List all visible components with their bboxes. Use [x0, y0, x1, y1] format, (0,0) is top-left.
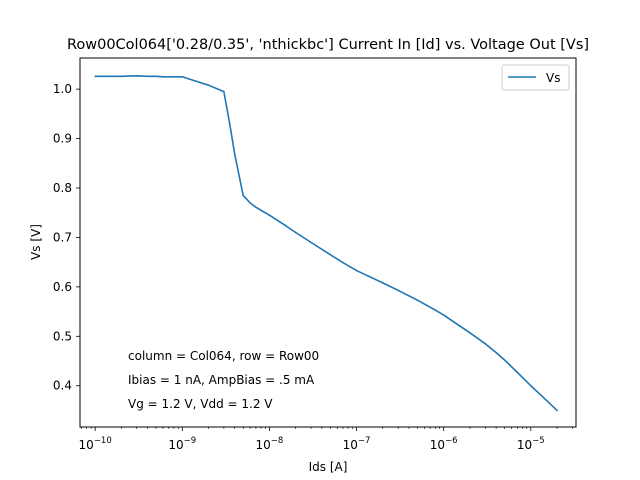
data-point	[173, 75, 175, 78]
annotation-layer: column = Col064, row = Row00 Ibias = 1 nA…	[128, 349, 319, 411]
legend-label-vs: Vs	[546, 71, 560, 85]
plot-frame	[79, 57, 577, 428]
y-tick-label: 0.6	[53, 280, 72, 294]
x-tick-label: 10−6	[430, 436, 458, 452]
data-point	[260, 209, 262, 212]
data-point	[442, 314, 445, 316]
annotation-line: column = Col064, row = Row00	[128, 349, 319, 363]
data-point	[94, 75, 96, 78]
data-point	[434, 309, 437, 311]
y-tick-label: 0.7	[53, 230, 72, 244]
data-point	[223, 90, 225, 93]
data-point	[283, 224, 286, 226]
data-point	[503, 359, 506, 361]
data-point	[310, 241, 312, 244]
data-point	[342, 261, 344, 264]
data-point	[458, 324, 460, 327]
legend: Vs	[501, 64, 570, 91]
data-point	[516, 371, 519, 374]
y-tick-label: 1.0	[53, 82, 72, 96]
data-point	[556, 409, 558, 412]
data-point	[294, 231, 297, 234]
x-tick-label: 10−5	[517, 436, 545, 452]
data-point	[329, 253, 332, 256]
annotation-line: Ibias = 1 nA, AmpBias = .5 mA	[128, 373, 315, 387]
data-point	[469, 332, 471, 334]
data-point	[495, 351, 497, 354]
x-tick-label: 10−9	[168, 436, 196, 452]
data-point	[416, 299, 419, 302]
data-point	[155, 75, 157, 78]
data-point	[135, 75, 138, 77]
data-point	[381, 282, 384, 284]
y-tick-label: 0.5	[53, 329, 72, 343]
x-axis-label: Ids [A]	[309, 460, 348, 474]
x-tick-label: 10−7	[343, 436, 371, 452]
data-point	[545, 399, 547, 401]
chart-title: Row00Col064['0.28/0.35', 'nthickbc'] Cur…	[67, 37, 589, 53]
x-tick-label: 10−10	[79, 436, 112, 452]
data-layer	[94, 75, 558, 412]
data-point	[530, 384, 532, 387]
data-point	[167, 75, 170, 78]
data-point	[255, 206, 257, 209]
data-point	[181, 75, 184, 78]
data-point	[249, 202, 251, 204]
data-point	[196, 80, 199, 83]
data-point	[120, 75, 123, 78]
y-tick-label: 0.8	[53, 181, 72, 195]
data-point	[355, 269, 358, 272]
data-point	[233, 153, 236, 156]
data-point	[242, 194, 244, 197]
y-axis-label: Vs [V]	[29, 224, 43, 260]
data-point	[397, 289, 399, 292]
series-line-0	[95, 75, 558, 412]
data-point	[109, 75, 112, 78]
y-tick-label: 0.9	[53, 132, 72, 146]
data-point	[268, 214, 271, 216]
data-point	[207, 84, 210, 86]
data-point	[146, 75, 149, 78]
annotation-line: Vg = 1.2 V, Vdd = 1.2 V	[128, 397, 273, 411]
tick-layer: 10−10 10−9 10−8 10−7 10−6 10−5 0.4 0.5 0.6 0.7 0.8…	[53, 82, 573, 452]
data-point	[228, 122, 231, 125]
y-tick-label: 0.4	[53, 379, 72, 393]
data-point	[162, 75, 164, 78]
x-tick-label: 10−8	[256, 436, 284, 452]
data-point	[484, 342, 487, 345]
